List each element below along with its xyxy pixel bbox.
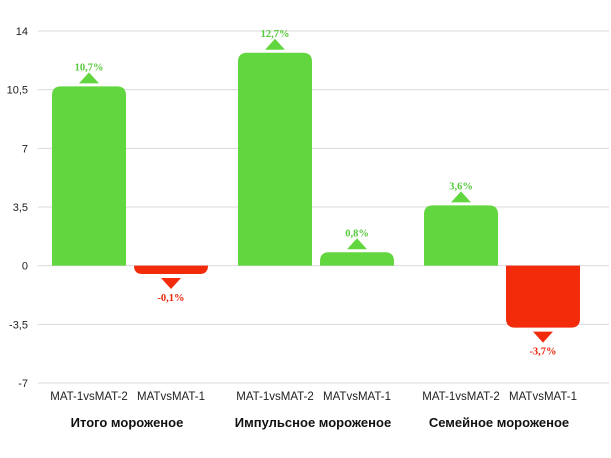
- bar: [424, 205, 498, 266]
- x-category-label: MATvsMAT-1: [323, 391, 391, 403]
- bar: [52, 86, 126, 266]
- bar: [238, 52, 312, 266]
- bar: [320, 252, 394, 266]
- up-triangle-icon: [79, 72, 99, 84]
- data-label: -3,7%: [529, 347, 556, 358]
- down-triangle-icon: [161, 278, 181, 290]
- group-label: Семейное мороженое: [429, 415, 569, 430]
- group-label: Импульсное мороженое: [235, 415, 391, 430]
- bar: [134, 265, 208, 275]
- data-label: -0,1%: [157, 293, 184, 304]
- y-tick-label: 7: [22, 143, 28, 155]
- x-category-label: MATvsMAT-1: [509, 391, 577, 403]
- y-tick-label: 10,5: [7, 85, 28, 97]
- data-label: 10,7%: [75, 62, 104, 73]
- y-tick-label: -3,5: [9, 319, 28, 331]
- y-tick-label: 3,5: [13, 202, 28, 214]
- x-category-label: MAT-1vsMAT-2: [50, 391, 128, 403]
- data-label: 0,8%: [345, 228, 369, 239]
- y-tick-label: 14: [16, 26, 28, 38]
- up-triangle-icon: [265, 38, 285, 50]
- up-triangle-icon: [451, 191, 471, 203]
- up-triangle-icon: [347, 238, 367, 250]
- bar: [506, 265, 580, 328]
- group-label: Итого мороженое: [71, 415, 184, 430]
- data-label: 12,7%: [261, 29, 290, 40]
- x-category-label: MATvsMAT-1: [137, 391, 205, 403]
- x-category-label: MAT-1vsMAT-2: [422, 391, 500, 403]
- down-triangle-icon: [533, 331, 553, 343]
- y-tick-label: -7: [18, 378, 28, 390]
- data-label: 3,6%: [449, 181, 473, 192]
- y-tick-label: 0: [22, 261, 28, 273]
- x-category-label: MAT-1vsMAT-2: [236, 391, 314, 403]
